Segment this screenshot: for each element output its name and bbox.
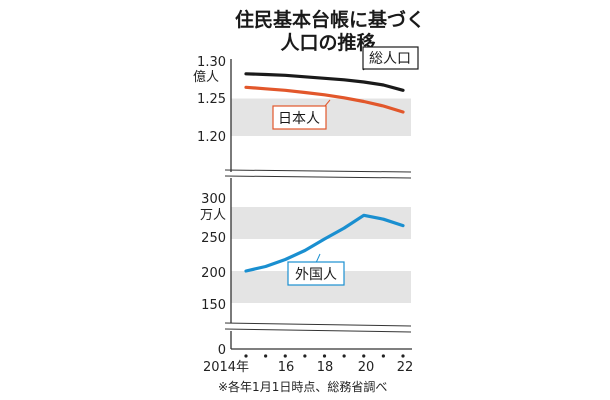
axis-break-1a (224, 169, 412, 173)
unit-man-nin: 万人 (200, 208, 226, 223)
chart-subtitle: 人口の推移 (280, 31, 375, 54)
x-dot-2014 (244, 354, 248, 358)
x-tick-18: 18 (317, 360, 334, 375)
y-tick-1-30: 1.30 (197, 55, 226, 70)
label-total-population: 総人口 (362, 46, 419, 71)
source-note: ※各年1月1日時点、総務省調べ (218, 379, 387, 394)
x-dot-2015 (264, 354, 268, 358)
unit-oku-nin: 億人 (193, 69, 219, 85)
y-tick-250: 250 (201, 231, 226, 246)
axis-break-2b (224, 328, 412, 333)
series-line-total (244, 72, 405, 92)
x-dot-2020 (362, 354, 366, 358)
series-line-foreigners (244, 213, 405, 273)
label-foreigners: 外国人 (287, 253, 345, 286)
chart-title: 住民基本台帳に基づく (235, 8, 425, 31)
band-250-300 (231, 207, 411, 239)
x-tick-2014: 2014年 (203, 360, 249, 375)
x-tick-22: 22 (397, 360, 414, 375)
x-dot-2022 (401, 354, 405, 358)
y-tick-150: 150 (201, 298, 226, 313)
y-tick-1-25: 1.25 (197, 92, 226, 107)
series-line-japanese (244, 85, 405, 114)
x-tick-20: 20 (358, 360, 375, 375)
x-dot-2021 (381, 354, 385, 358)
x-dot-2017 (303, 354, 307, 358)
y-tick-300: 300 (201, 192, 226, 207)
x-dot-2019 (342, 354, 346, 358)
axis-break-2a (224, 322, 412, 327)
label-foreigners-text: 外国人 (295, 267, 337, 283)
x-dot-2018 (322, 354, 327, 358)
axis-break-1b (224, 175, 412, 179)
x-tick-16: 16 (278, 360, 295, 375)
label-japanese-text: 日本人 (278, 111, 320, 127)
label-japanese: 日本人 (272, 99, 331, 130)
y-tick-200: 200 (201, 266, 226, 281)
x-dot-2016 (283, 354, 287, 358)
y-tick-0: 0 (218, 343, 226, 358)
label-total-text: 総人口 (369, 51, 411, 67)
y-tick-1-20: 1.20 (197, 130, 226, 145)
